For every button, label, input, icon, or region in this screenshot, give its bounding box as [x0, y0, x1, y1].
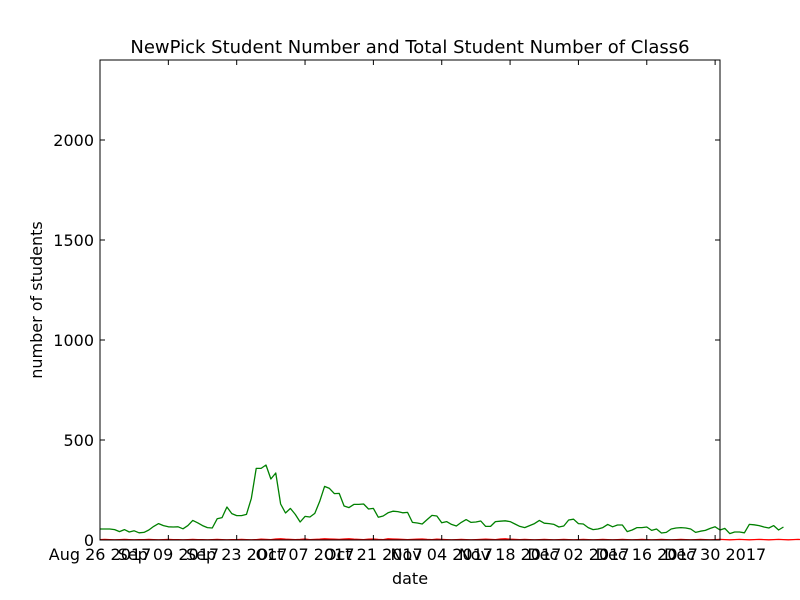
x-axis-label: date — [392, 569, 428, 588]
y-tick-label: 0 — [84, 531, 94, 550]
x-tick-label: Dec 16 2017 — [596, 545, 698, 564]
plot-frame — [99, 59, 721, 541]
x-tick-label: Oct 07 2017 — [256, 545, 355, 564]
y-tick-label: 1500 — [53, 231, 94, 250]
series-layer — [99, 464, 800, 541]
x-tick-label: Aug 26 2017 — [49, 545, 152, 564]
x-tick-label: Dec 30 2017 — [664, 545, 766, 564]
x-tick-label: Sep 09 2017 — [118, 545, 219, 564]
x-tick-label: Oct 21 2017 — [324, 545, 423, 564]
x-tick-label: Nov 18 2017 — [459, 545, 561, 564]
y-tick-label: 500 — [63, 431, 94, 450]
y-tick-label: 1000 — [53, 331, 94, 350]
x-tick-label: Dec 02 2017 — [527, 545, 629, 564]
x-tick-label: Nov 04 2017 — [390, 545, 492, 564]
y-axis: 0 500 1000 1500 2000 — [53, 131, 720, 550]
x-tick-label: Sep 23 2017 — [186, 545, 287, 564]
chart-title: NewPick Student Number and Total Student… — [130, 37, 689, 58]
y-axis-label: number of students — [27, 221, 46, 379]
series-line-1 — [100, 464, 784, 535]
y-tick-label: 2000 — [53, 131, 94, 150]
